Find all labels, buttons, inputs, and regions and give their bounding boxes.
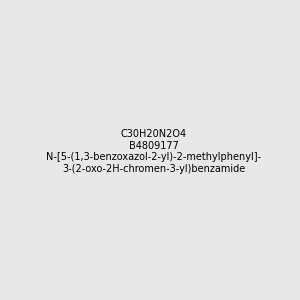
Text: C30H20N2O4
B4809177
N-[5-(1,3-benzoxazol-2-yl)-2-methylphenyl]-
3-(2-oxo-2H-chro: C30H20N2O4 B4809177 N-[5-(1,3-benzoxazol… (46, 129, 261, 174)
